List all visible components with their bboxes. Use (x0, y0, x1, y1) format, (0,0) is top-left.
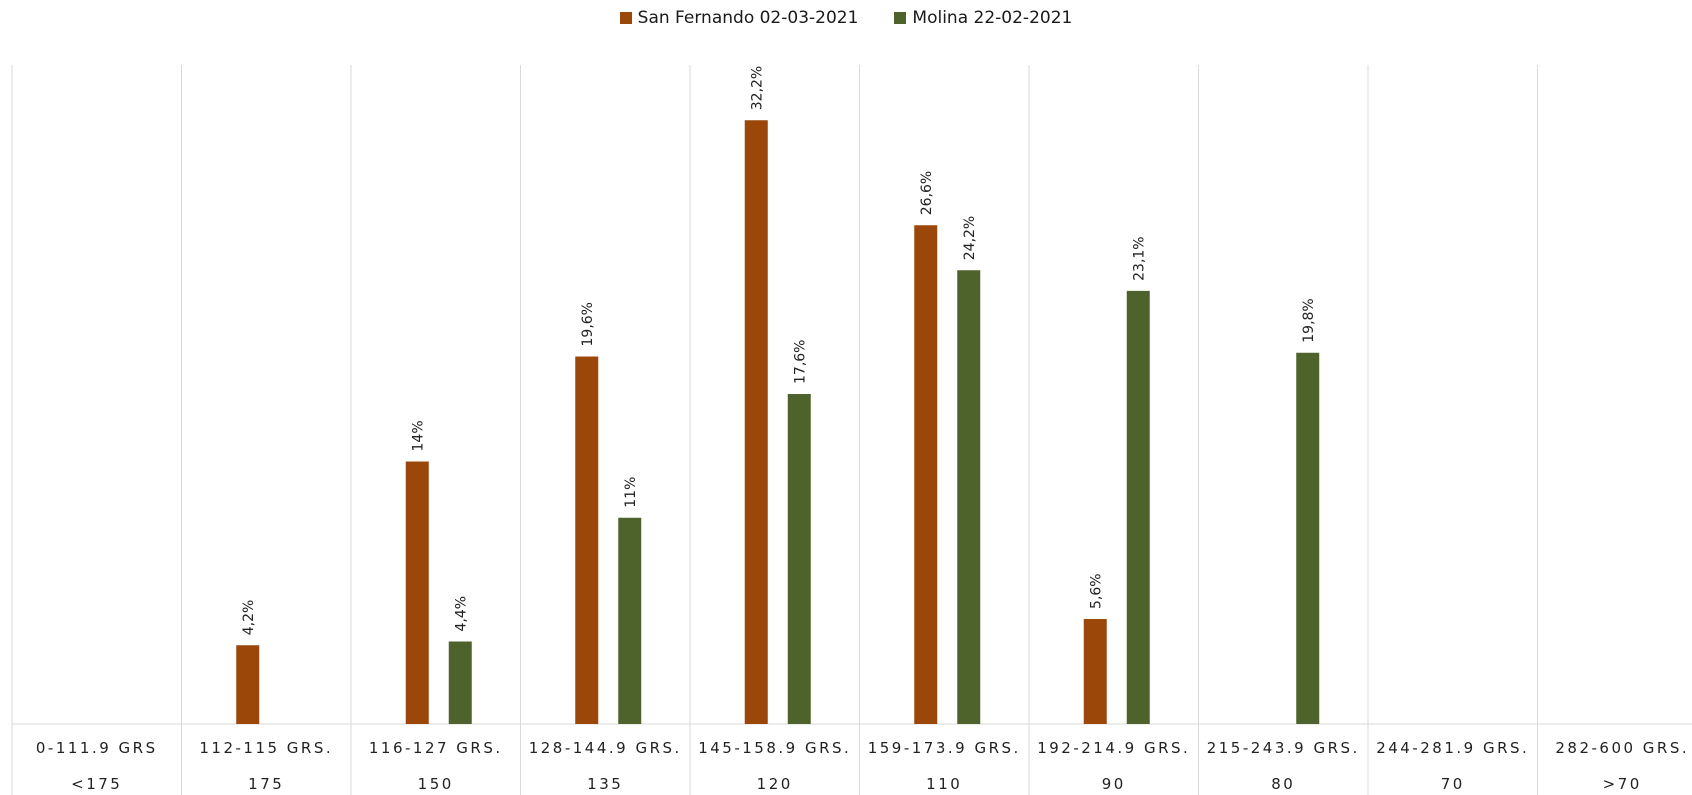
category-label: 116-127 GRS. (369, 739, 503, 757)
secondary-category-label: >70 (1603, 775, 1642, 793)
data-label: 19,6% (580, 302, 596, 346)
data-label: 17,6% (792, 340, 808, 384)
data-label: 26,6% (919, 171, 935, 215)
legend-swatch-molina (894, 12, 907, 24)
secondary-category-label: 150 (418, 775, 454, 793)
data-label: 19,8% (1301, 298, 1317, 342)
legend-label-san-fernando: San Fernando 02-03-2021 (637, 8, 859, 28)
data-label: 4,2% (241, 600, 257, 636)
category-label: 282-600 GRS. (1555, 739, 1689, 757)
category-label: 244-281.9 GRS. (1376, 739, 1529, 757)
category-label: 0-111.9 GRS (36, 739, 158, 757)
legend-item-molina: Molina 22-02-2021 (894, 8, 1072, 28)
category-label: 215-243.9 GRS. (1207, 739, 1360, 757)
bar (575, 356, 599, 724)
data-label: 14% (410, 420, 426, 451)
bar (914, 225, 938, 724)
bar (787, 394, 811, 724)
data-label: 23,1% (1131, 236, 1147, 280)
category-label: 112-115 GRS. (199, 739, 333, 757)
data-label: 4,4% (453, 596, 469, 632)
secondary-category-label: 110 (926, 775, 962, 793)
secondary-category-label: 80 (1271, 775, 1295, 793)
bar (448, 641, 472, 724)
data-label: 24,2% (962, 216, 978, 260)
data-label: 5,6% (1088, 573, 1104, 609)
bar (236, 645, 260, 724)
secondary-category-label: <175 (71, 775, 122, 793)
secondary-category-label: 70 (1441, 775, 1465, 793)
secondary-category-label: 135 (587, 775, 623, 793)
bar (1126, 290, 1150, 724)
legend-label-molina: Molina 22-02-2021 (912, 8, 1073, 28)
legend-item-san-fernando: San Fernando 02-03-2021 (619, 8, 859, 28)
category-label: 128-144.9 GRS. (529, 739, 682, 757)
legend-swatch-san-fernando (619, 12, 632, 24)
category-label: 145-158.9 GRS. (698, 739, 851, 757)
bar (405, 461, 429, 724)
category-label: 192-214.9 GRS. (1037, 739, 1190, 757)
secondary-category-label: 175 (248, 775, 284, 793)
secondary-category-label: 90 (1102, 775, 1126, 793)
data-label: 11% (623, 477, 639, 508)
bar (1083, 619, 1107, 724)
bar (744, 120, 768, 724)
legend: San Fernando 02-03-2021 Molina 22-02-202… (0, 8, 1692, 28)
secondary-category-label: 120 (757, 775, 793, 793)
data-label: 32,2% (749, 66, 765, 110)
category-label: 159-173.9 GRS. (868, 739, 1021, 757)
bar (1296, 352, 1320, 724)
bar (618, 517, 642, 724)
bar (957, 270, 981, 724)
